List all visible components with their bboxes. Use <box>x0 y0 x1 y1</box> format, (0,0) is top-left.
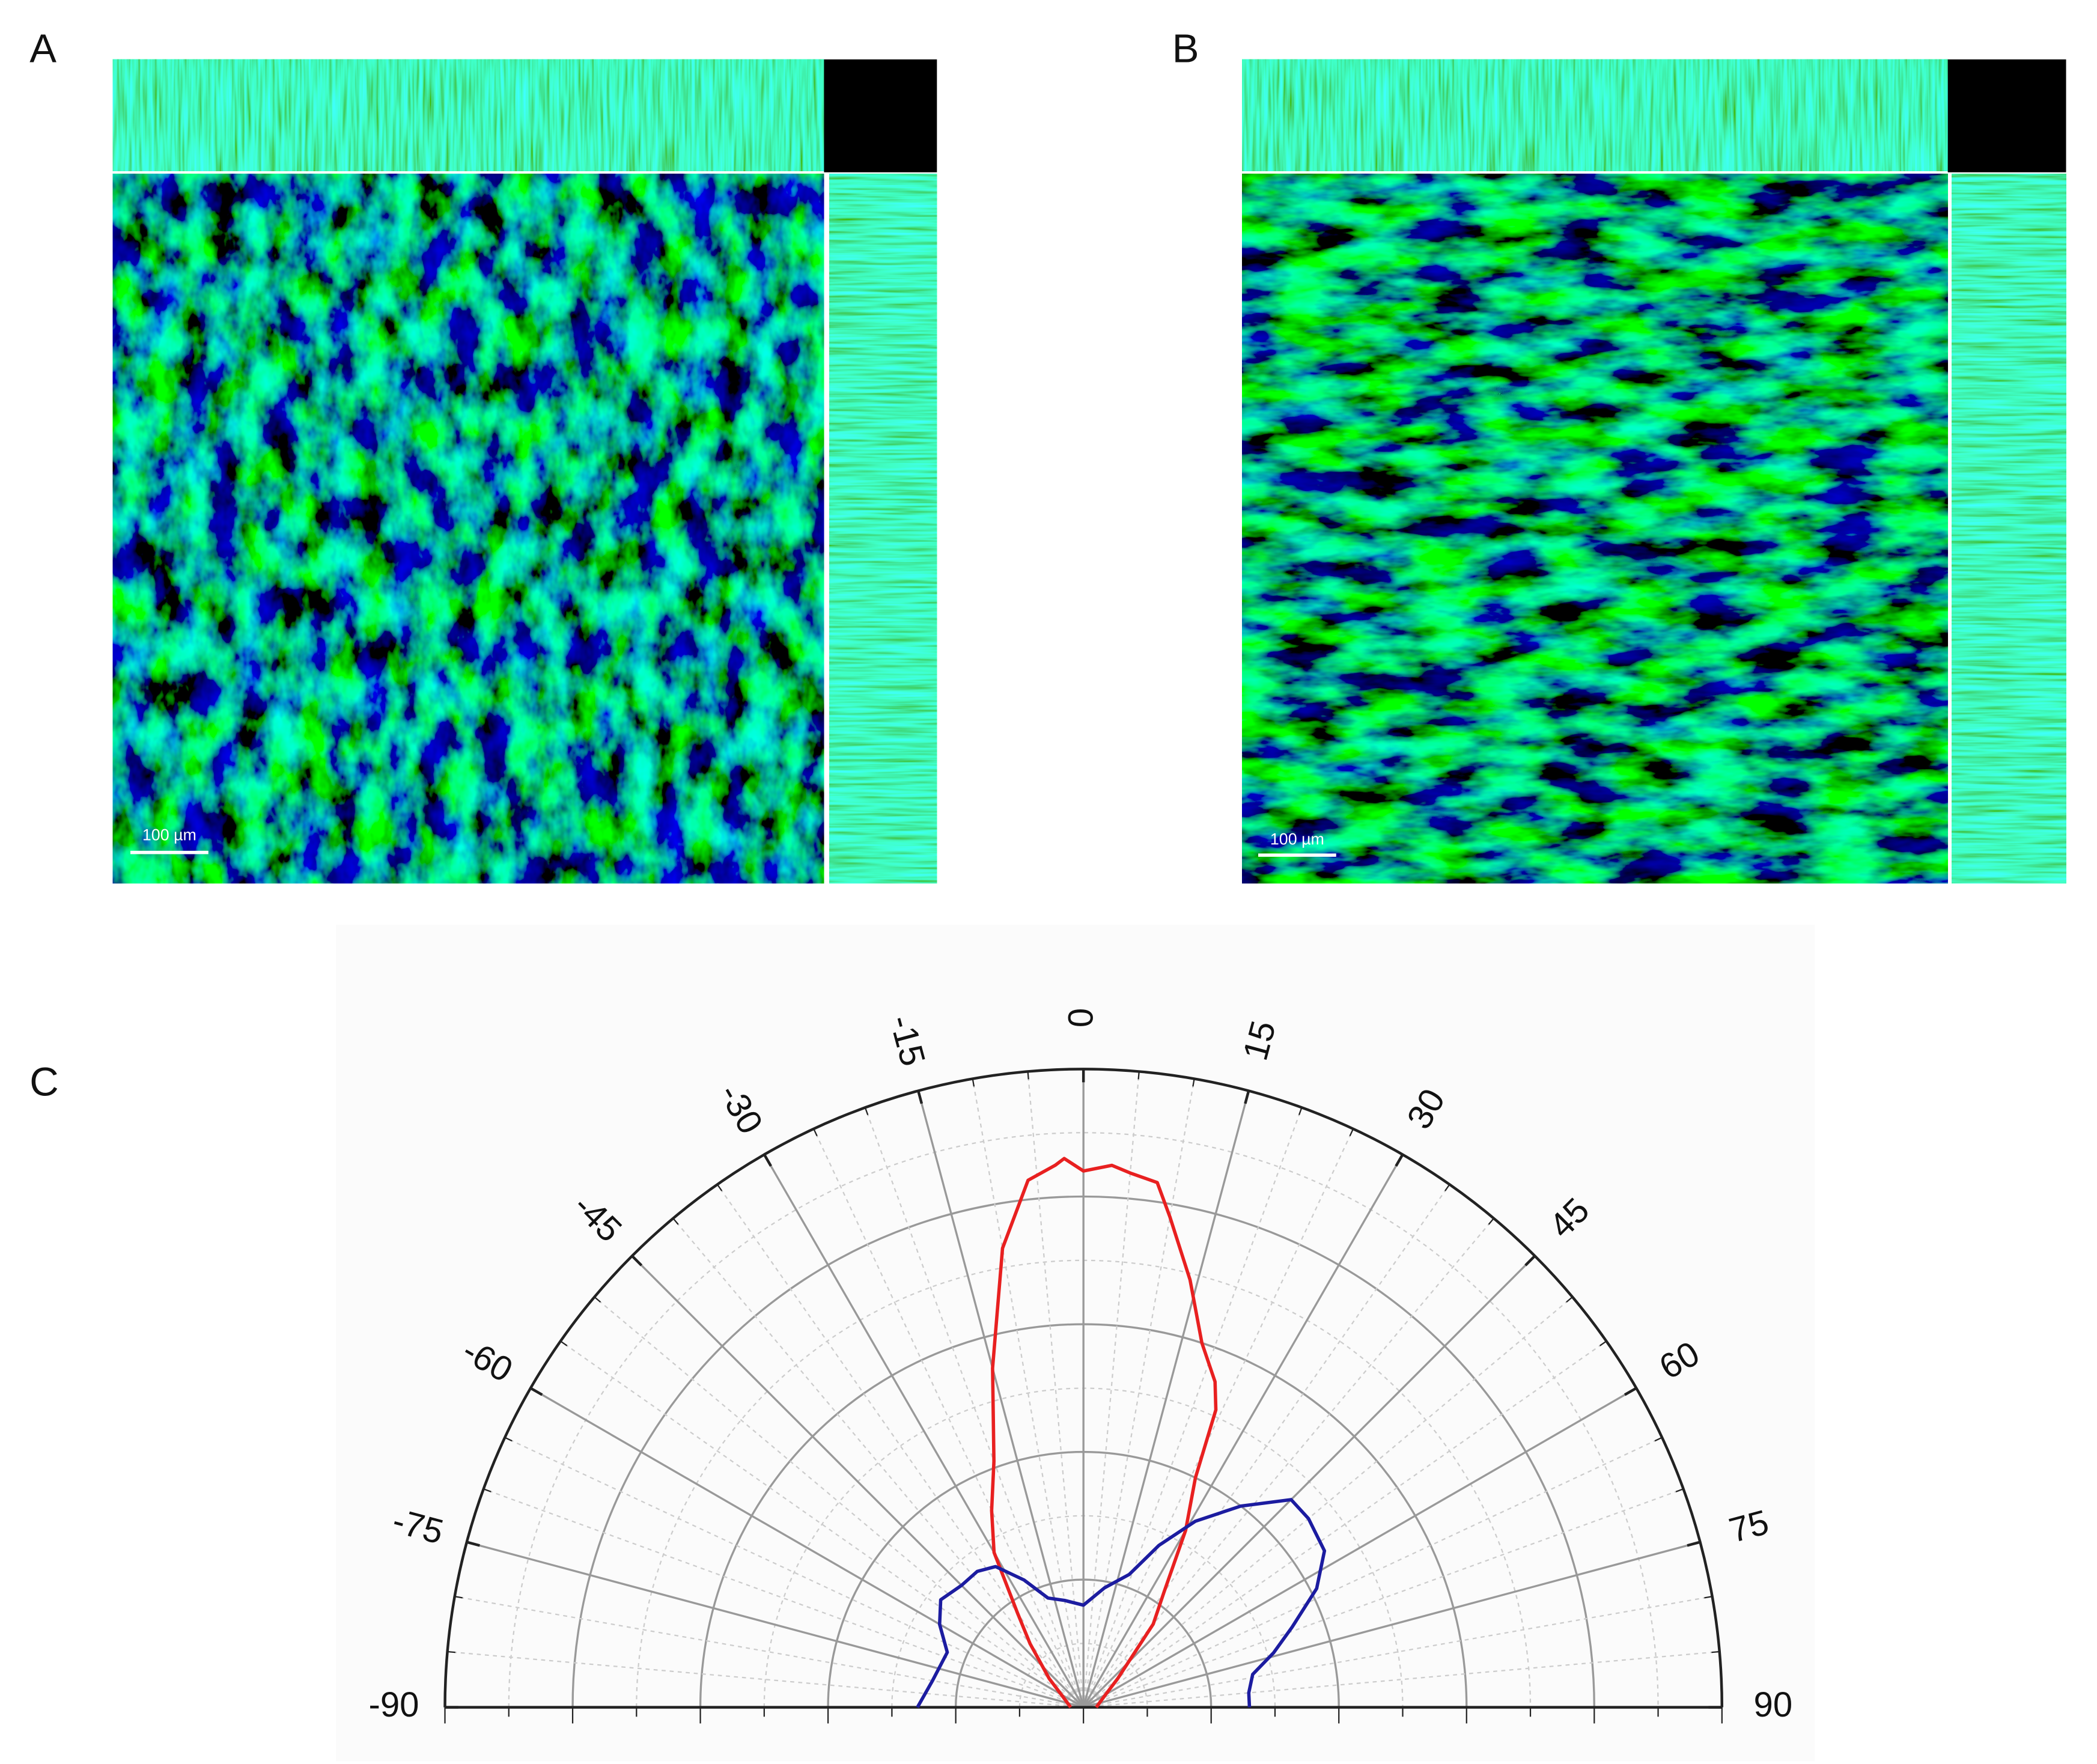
minor-spoke <box>447 1650 1084 1708</box>
corner <box>1947 59 2066 172</box>
minor-spoke <box>1083 1184 1450 1708</box>
minor-spoke <box>1083 1107 1303 1708</box>
minor-tick <box>530 1387 538 1393</box>
minor-tick <box>560 1340 568 1346</box>
yz-projection <box>1951 172 2067 884</box>
spoke <box>1083 1540 1701 1709</box>
minor-spoke <box>1083 1340 1607 1708</box>
minor-spoke <box>1083 1296 1573 1708</box>
spoke <box>1082 1154 1404 1708</box>
minor-spoke <box>594 1296 1084 1708</box>
spoke <box>1083 1387 1637 1709</box>
minor-spoke <box>672 1217 1085 1708</box>
spoke <box>1082 1090 1250 1708</box>
spoke <box>1082 1255 1536 1708</box>
minor-tick <box>1599 1340 1607 1346</box>
yz-projection <box>829 172 938 884</box>
minor-spoke <box>560 1340 1084 1708</box>
spoke <box>466 1540 1084 1709</box>
minor-spoke <box>504 1437 1084 1708</box>
spoke <box>917 1090 1085 1708</box>
minor-tick <box>454 1595 463 1599</box>
minor-spoke <box>716 1184 1085 1708</box>
minor-spoke <box>864 1107 1085 1708</box>
minor-spoke <box>972 1078 1085 1708</box>
panel-label: C <box>29 1060 58 1105</box>
minor-spoke <box>1083 1128 1354 1708</box>
angle-tick-label: 90 <box>1753 1685 1792 1724</box>
spoke <box>763 1154 1085 1708</box>
minor-spoke <box>1083 1437 1663 1708</box>
minor-ring <box>508 1132 1659 1708</box>
spoke <box>631 1255 1085 1708</box>
angle-tick-label: 0 <box>1062 1008 1101 1027</box>
angle-tick-label: -90 <box>368 1685 419 1724</box>
minor-spoke <box>1083 1488 1684 1708</box>
minor-spoke <box>483 1488 1084 1708</box>
xz-projection <box>112 59 824 171</box>
minor-tick <box>466 1541 475 1545</box>
scale-bar-label: 100 µm <box>1270 830 1324 848</box>
micrograph <box>112 172 825 884</box>
minor-spoke <box>813 1128 1085 1708</box>
angle-tick-label: 15 <box>1235 1017 1283 1064</box>
minor-spoke <box>1083 1650 1720 1708</box>
panel-label: B <box>1172 26 1199 71</box>
corner <box>824 59 937 172</box>
minor-spoke <box>454 1595 1084 1708</box>
minor-spoke <box>1083 1071 1140 1708</box>
minor-tick <box>1692 1541 1700 1545</box>
minor-spoke <box>1083 1078 1195 1708</box>
angle-tick-label: 75 <box>1725 1503 1773 1551</box>
series-line <box>916 1498 1327 1709</box>
minor-spoke <box>1083 1595 1712 1708</box>
xz-projection <box>1242 59 1948 171</box>
series-line <box>990 1157 1218 1709</box>
panel-label: A <box>29 26 56 71</box>
scale-bar-label: 100 µm <box>142 826 196 844</box>
spoke <box>530 1387 1085 1709</box>
micrograph <box>1241 172 1949 884</box>
outer-arc <box>443 1067 1724 1708</box>
minor-tick <box>1629 1387 1637 1393</box>
minor-tick <box>1704 1595 1712 1599</box>
